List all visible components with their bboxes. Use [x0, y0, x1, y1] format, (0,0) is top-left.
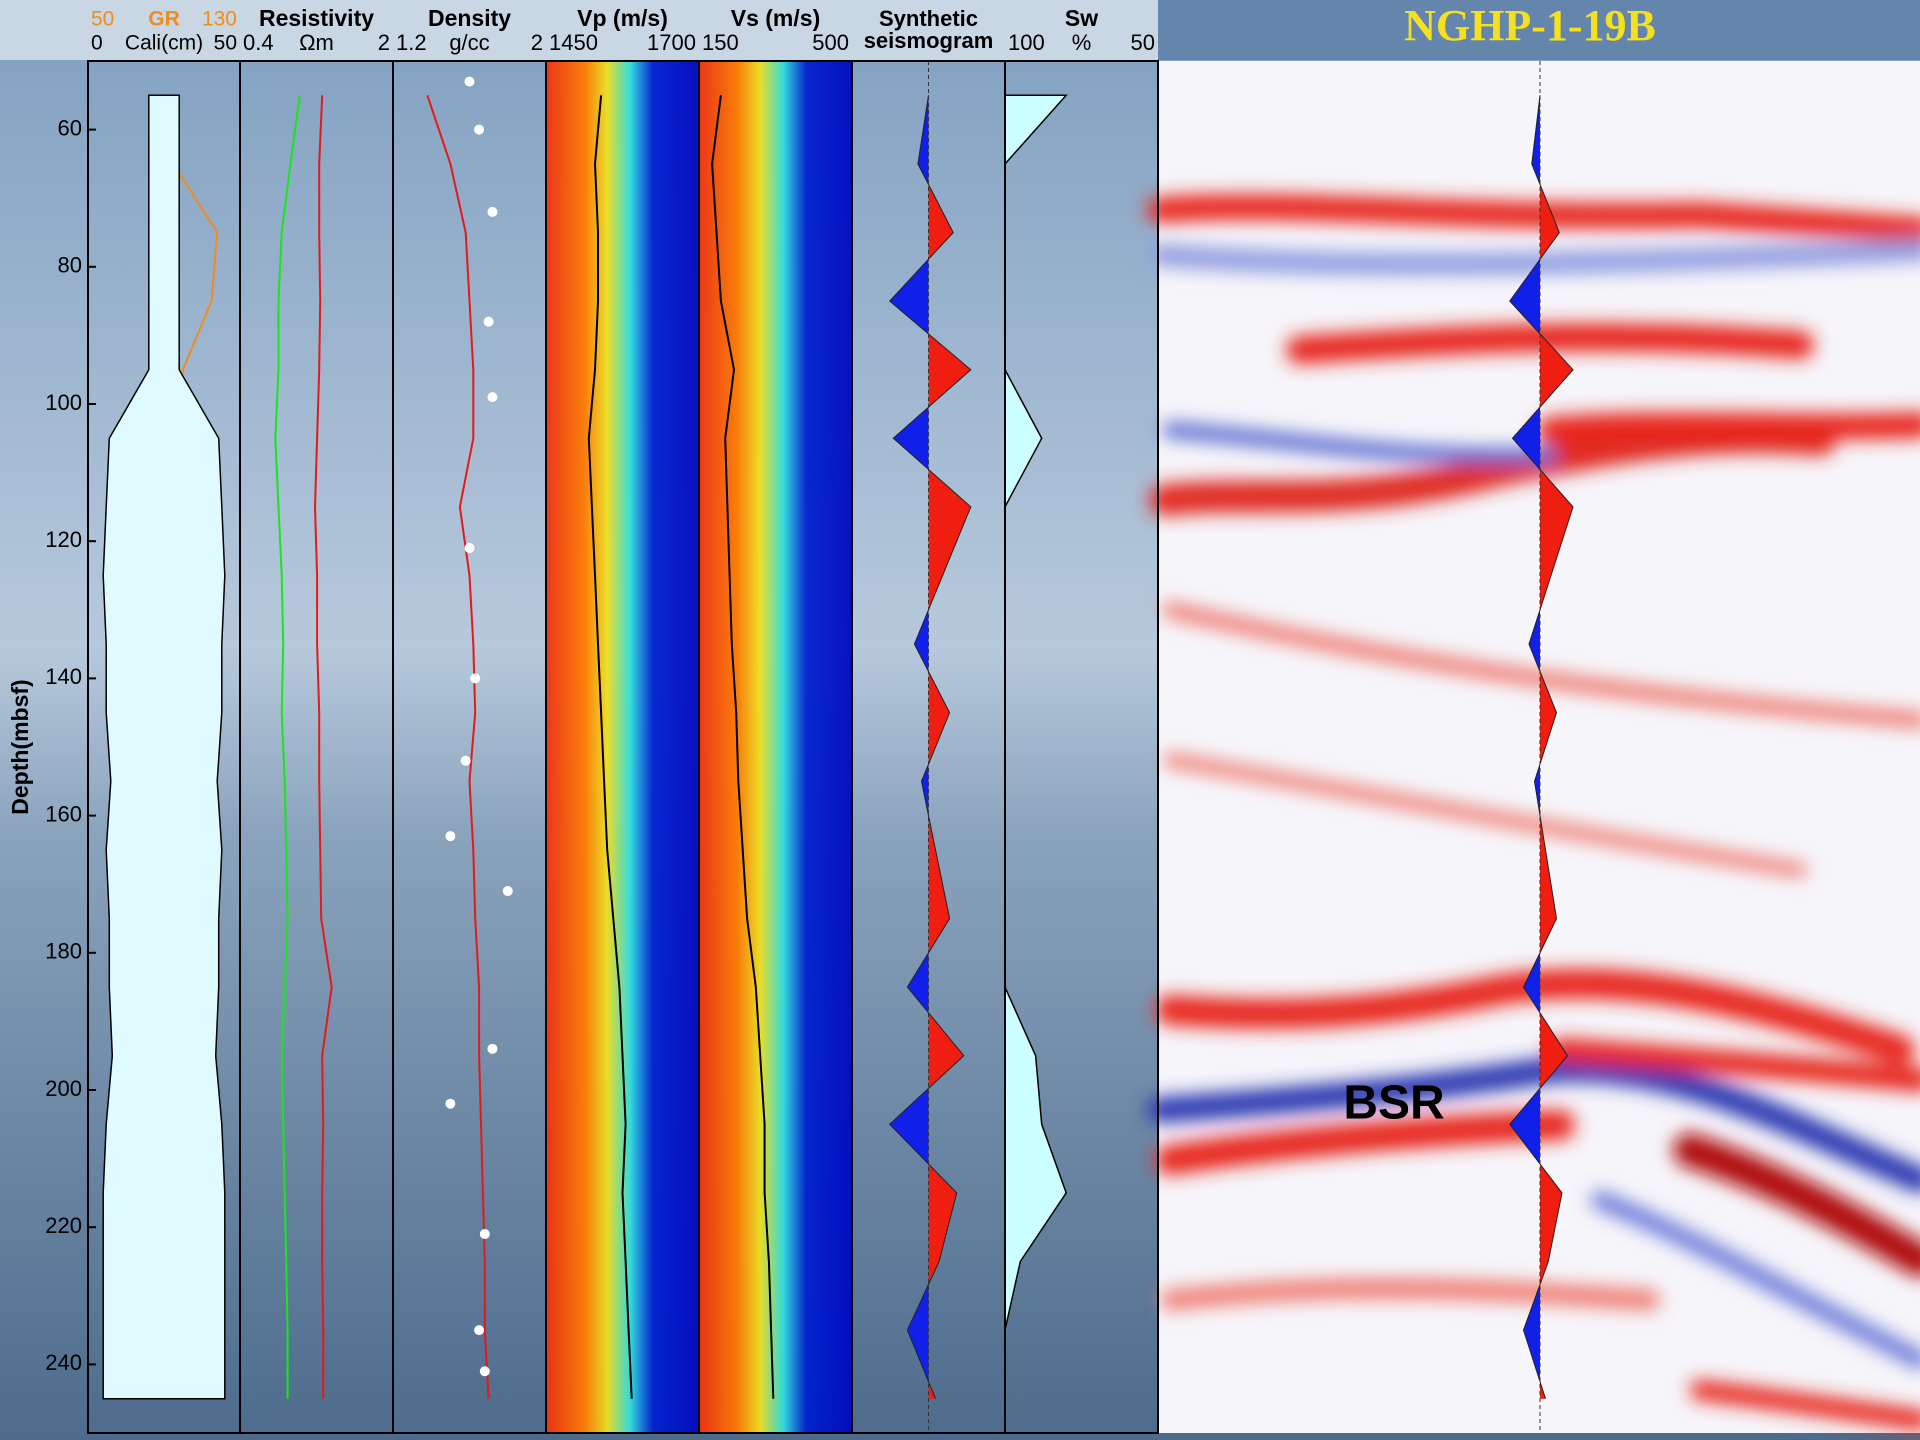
annotation: BSR — [1343, 1077, 1444, 1130]
x-limit-label: 150 — [702, 30, 739, 55]
log-curve — [274, 95, 301, 1399]
x-limit-label: 2 — [378, 30, 390, 55]
core-point — [487, 1043, 498, 1054]
x-limit-label: 1700 — [647, 30, 696, 55]
track: Sw 100 50% — [1004, 5, 1159, 1434]
y-tick-label: 60 — [58, 115, 82, 140]
track-title: Sw — [1065, 5, 1098, 31]
track: Vs (m/s)150 500 — [698, 5, 853, 1434]
wiggle-line — [888, 95, 972, 1399]
track: Vp (m/s)1450 1700 — [545, 5, 700, 1434]
title-band — [1158, 0, 1920, 60]
track-title: Density — [428, 5, 511, 31]
core-point — [487, 206, 498, 217]
track-title: Vs (m/s) — [731, 5, 820, 31]
y-tick-label: 160 — [45, 801, 82, 826]
x-unit: Ωm — [299, 30, 334, 55]
wiggle-positive — [1540, 95, 1573, 1399]
chart-title: NGHP-1-19B — [1404, 1, 1656, 50]
log-curve — [587, 95, 633, 1399]
track-title: Resistivity — [259, 5, 374, 31]
core-point — [445, 831, 456, 842]
x-limit-label: 1450 — [549, 30, 598, 55]
wiggle-negative — [1509, 95, 1540, 1399]
log-curve — [313, 95, 333, 1399]
track: 50 GR 130 0 Cali(cm) 50 — [87, 8, 241, 1434]
core-point — [464, 543, 475, 554]
core-point — [502, 886, 513, 897]
track-title: seismogram — [864, 28, 994, 53]
heatmap — [546, 61, 699, 1433]
x-limit-label: 1.2 — [396, 30, 427, 55]
core-point — [474, 124, 485, 135]
legend-label: GR — [148, 8, 180, 31]
y-tick-label: 120 — [45, 527, 82, 552]
x-unit: % — [1072, 30, 1092, 55]
heatmap — [699, 61, 852, 1433]
core-point — [470, 673, 481, 684]
track-title: Synthetic — [879, 6, 978, 31]
y-tick-label: 80 — [58, 253, 82, 278]
wiggle-line — [1509, 95, 1574, 1399]
y-tick-label: 180 — [45, 939, 82, 964]
legend-label: Cali(cm) — [125, 32, 203, 55]
header-band — [0, 0, 1158, 60]
x-limit-label: 50 — [91, 8, 114, 31]
wiggle-negative — [889, 95, 929, 1399]
y-tick-label: 200 — [45, 1076, 82, 1101]
y-tick-label: 220 — [45, 1213, 82, 1238]
core-point — [464, 76, 475, 87]
y-tick-label: 100 — [45, 390, 82, 415]
y-tick-label: 240 — [45, 1350, 82, 1375]
x-limit-label: 2 — [531, 30, 543, 55]
core-point — [474, 1325, 485, 1336]
x-limit-label: 50 — [214, 32, 237, 55]
wiggle-positive — [928, 95, 971, 1399]
x-limit-label: 0.4 — [243, 30, 274, 55]
core-point — [487, 392, 498, 403]
log-curve — [711, 95, 775, 1399]
x-unit: g/cc — [449, 30, 489, 55]
core-point — [460, 755, 471, 766]
track-frame — [1004, 60, 1159, 1434]
x-limit-label: 50 — [1131, 30, 1155, 55]
x-limit-label: 500 — [812, 30, 849, 55]
core-point — [479, 1366, 490, 1377]
caliper-fill — [102, 94, 226, 1400]
x-limit-label: 0 — [91, 32, 103, 55]
core-point — [483, 316, 494, 327]
log-curve — [426, 94, 490, 1399]
track-title: Vp (m/s) — [577, 5, 668, 31]
y-tick-label: 140 — [45, 664, 82, 689]
x-limit-label: 130 — [202, 8, 237, 31]
core-point — [479, 1229, 490, 1240]
core-point — [445, 1098, 456, 1109]
x-limit-label: 100 — [1008, 30, 1045, 55]
y-axis-label: Depth(mbsf) — [7, 679, 33, 814]
